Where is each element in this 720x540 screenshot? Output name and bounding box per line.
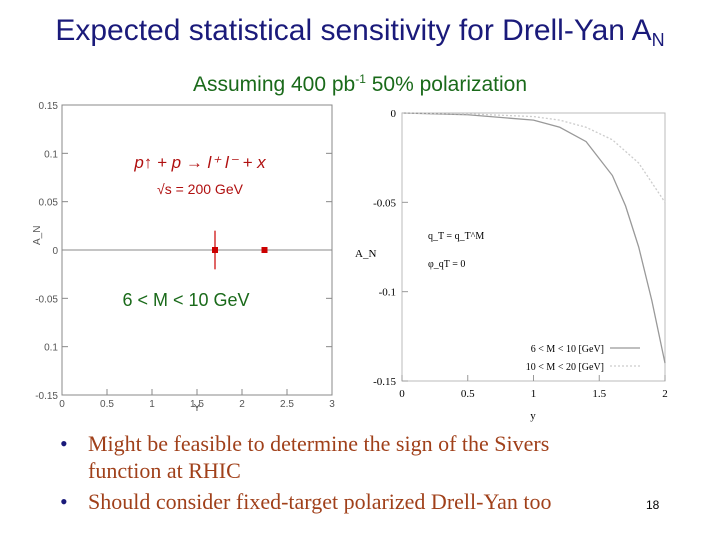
right-chart: 0 -0.05 -0.1 -0.15 0 0.5 1 1.5 2 A_N y q_T = q_… — [355, 108, 668, 422]
right-plot-frame — [401, 112, 666, 382]
left-x-axis-label: Y — [194, 403, 201, 414]
left-y-tick-label: 0.1 — [44, 343, 58, 354]
slide-subtitle: Assuming 400 pb-1 50% polarization — [192, 72, 528, 96]
left-x-tick-label: 1.5 — [190, 399, 204, 410]
left-x-tick-label: 0.5 — [100, 399, 114, 410]
right-y-tick-label: 0 — [391, 108, 397, 120]
left-y-tick-label: 0.15 — [39, 101, 59, 112]
bullet-item: • Might be feasible to determine the sign… — [60, 431, 550, 483]
bullet-item: • Should consider fixed-target polarized … — [60, 489, 552, 514]
right-x-tick-label: 1.5 — [592, 388, 606, 400]
right-series-line — [401, 112, 666, 203]
left-x-tick-label: 2.5 — [280, 399, 294, 410]
left-y-tick-label: 0 — [52, 246, 58, 257]
right-series-line — [401, 112, 666, 364]
right-y-tick-label: -0.05 — [373, 197, 396, 209]
right-legend-label: 6 < M < 10 [GeV] — [531, 344, 604, 355]
left-data-point — [212, 247, 218, 253]
right-x-axis-label: y — [530, 410, 536, 422]
left-x-tick-label: 1 — [149, 399, 155, 410]
page-number: 18 — [646, 498, 660, 512]
left-y-axis-label: A_N — [32, 226, 43, 245]
left-y-tick-label: 0.05 — [39, 198, 59, 209]
bullet-list: • Might be feasible to determine the sign… — [60, 430, 620, 519]
qt-annotation: q_T = q_T^M — [428, 231, 484, 242]
right-legend: 6 < M < 10 [GeV] 10 < M < 20 [GeV] — [526, 344, 640, 373]
right-x-tick-label: 0 — [399, 388, 405, 400]
left-x-tick-label: 2 — [239, 399, 245, 410]
right-x-tick-label: 1 — [531, 388, 537, 400]
left-chart: 0.150.10.050-0.050.1-0.15 0 0.5 1 1.5 2 2.5 3 … — [32, 101, 335, 414]
right-x-tick-label: 2 — [662, 388, 668, 400]
slide-title: Expected statistical sensitivity for Dre… — [55, 14, 665, 50]
left-y-tick-label: -0.15 — [35, 391, 58, 402]
right-y-tick-label: -0.1 — [379, 287, 396, 299]
right-y-axis-label: A_N — [355, 248, 376, 260]
left-x-tick-label: 3 — [329, 399, 335, 410]
bullet-dot: • — [60, 489, 68, 514]
left-x-tick-label: 0 — [59, 399, 65, 410]
bullet-dot: • — [60, 431, 68, 456]
mass-range-annotation: 6 < M < 10 GeV — [122, 290, 249, 310]
left-y-tick-label: 0.1 — [44, 149, 58, 160]
process-annotation: p↑ + p → l⁺ l⁻ + x — [133, 153, 266, 172]
phi-annotation: φ_qT = 0 — [428, 259, 465, 270]
left-data-point — [261, 247, 268, 253]
right-x-tick-label: 0.5 — [461, 388, 475, 400]
right-legend-label: 10 < M < 20 [GeV] — [526, 362, 604, 373]
left-y-tick-label: -0.05 — [35, 294, 58, 305]
sqrt-s-annotation: √s = 200 GeV — [157, 181, 244, 197]
right-y-tick-label: -0.15 — [373, 376, 396, 388]
